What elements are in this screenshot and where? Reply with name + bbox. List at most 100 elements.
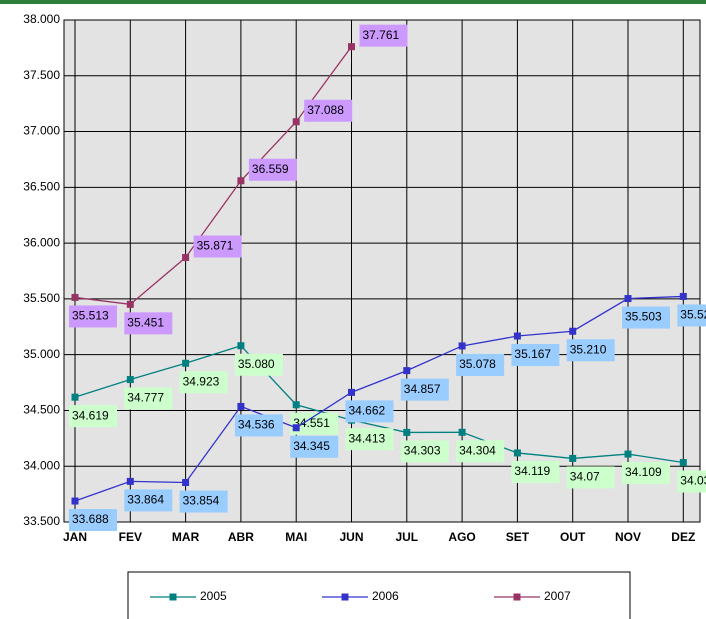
y-tick-label: 35.500 [23, 291, 60, 305]
data-label: 34.07 [570, 470, 600, 484]
point-marker [292, 118, 300, 126]
point-marker [292, 401, 300, 409]
x-tick-label: SET [506, 530, 530, 544]
data-label-bg [566, 466, 615, 489]
point-marker [348, 43, 355, 51]
point-marker [126, 477, 134, 485]
data-label: 34.033 [680, 474, 706, 488]
series-line [74, 295, 684, 502]
legend-label: 2006 [372, 589, 399, 603]
data-label-bg [124, 489, 173, 512]
data-label-bg [124, 312, 173, 335]
data-label: 34.619 [72, 408, 109, 422]
y-tick-label: 38.000 [23, 12, 60, 26]
x-tick-label: NOV [615, 530, 641, 544]
x-tick-label: JUN [339, 530, 363, 544]
data-label: 34.857 [404, 382, 441, 396]
data-label-bg [234, 353, 283, 376]
data-label: 33.854 [183, 494, 220, 508]
point-marker [71, 393, 79, 401]
data-label: 34.777 [127, 391, 164, 405]
point-marker [292, 424, 300, 432]
x-tick-label: FEV [119, 530, 142, 544]
data-label-bg [69, 509, 117, 532]
point-marker [513, 449, 521, 457]
x-tick-label: MAI [285, 530, 307, 544]
y-tick-label: 34.500 [23, 403, 60, 417]
data-label-bg [511, 460, 560, 483]
point-marker [679, 459, 687, 467]
data-label: 35.210 [570, 342, 607, 356]
data-label-bg [456, 353, 505, 376]
x-tick-label: OUT [560, 530, 586, 544]
data-label-bg [69, 305, 117, 328]
data-label-bg [622, 462, 670, 485]
point-marker [182, 479, 190, 487]
point-marker [237, 342, 245, 350]
data-label-bg [304, 99, 353, 122]
data-label-bg [124, 387, 173, 410]
x-tick-label: AGO [448, 530, 475, 544]
data-label-bg [345, 428, 394, 451]
data-label: 34.662 [349, 404, 386, 418]
point-marker [126, 376, 134, 384]
data-label-bg [456, 440, 505, 463]
data-label-bg [677, 304, 706, 327]
data-label: 35.871 [197, 239, 234, 253]
point-marker [348, 388, 355, 396]
point-marker [624, 450, 632, 458]
data-label-bg [400, 440, 449, 463]
point-marker [71, 497, 79, 505]
point-marker [126, 300, 134, 308]
y-tick-label: 37.500 [23, 68, 60, 82]
point-marker [403, 428, 411, 436]
x-tick-label: JAN [63, 530, 87, 544]
x-tick-label: DEZ [671, 530, 695, 544]
point-marker [458, 342, 466, 350]
data-label-bg [193, 235, 242, 258]
x-tick-label: JUL [395, 530, 418, 544]
data-label: 34.413 [349, 431, 386, 445]
point-marker [513, 332, 521, 340]
point-marker [679, 292, 687, 300]
data-label: 34.119 [514, 464, 550, 478]
data-label-bg [179, 371, 228, 394]
legend-marker [513, 593, 521, 601]
data-label: 35.522 [680, 308, 706, 322]
data-label: 33.688 [72, 512, 109, 526]
point-marker [237, 402, 245, 410]
legend-box [127, 571, 631, 619]
data-label-bg [400, 378, 449, 401]
data-label: 37.088 [307, 103, 344, 117]
data-label-bg [290, 435, 339, 458]
point-marker [569, 454, 577, 462]
y-tick-label: 36.500 [23, 180, 60, 194]
data-label-bg [359, 24, 408, 47]
legend-label: 2005 [200, 589, 227, 603]
top-stripe [0, 0, 706, 4]
data-label: 34.551 [293, 416, 330, 430]
data-label: 35.513 [72, 309, 109, 323]
point-marker [182, 359, 190, 367]
point-marker [71, 293, 79, 301]
x-tick-label: MAR [172, 530, 200, 544]
data-label: 34.304 [459, 443, 496, 457]
data-label: 37.761 [363, 28, 400, 42]
data-label: 35.080 [238, 357, 275, 371]
data-label: 34.536 [238, 418, 275, 432]
point-marker [237, 177, 245, 185]
data-label-bg [179, 490, 228, 513]
series-line [74, 344, 684, 464]
data-label: 34.303 [404, 444, 441, 458]
data-label-bg [622, 306, 670, 329]
y-tick-label: 33.500 [23, 514, 60, 528]
data-label: 35.503 [625, 310, 662, 324]
data-label: 34.923 [183, 374, 220, 388]
data-label: 34.109 [625, 465, 662, 479]
x-tick-label: ABR [228, 530, 254, 544]
point-marker [569, 327, 577, 335]
point-marker [458, 428, 466, 436]
data-label-bg [677, 470, 706, 493]
y-tick-label: 35.000 [23, 347, 60, 361]
data-label-bg [248, 158, 297, 181]
